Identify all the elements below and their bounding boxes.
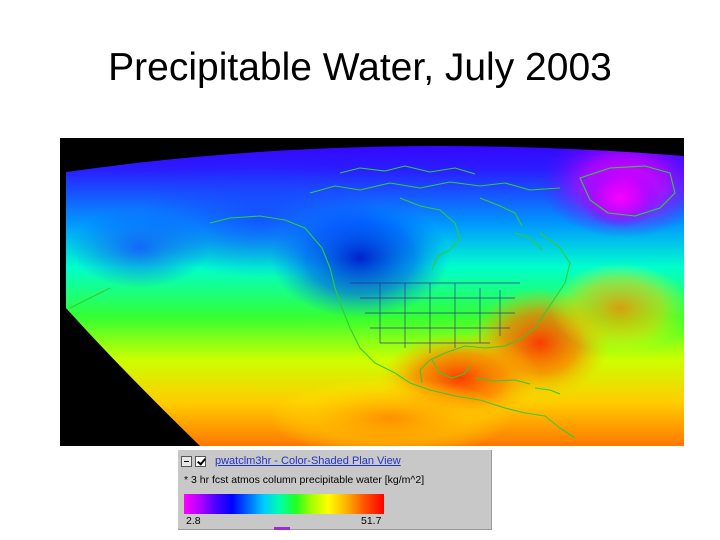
legend-max-label: 51.7 bbox=[361, 515, 382, 527]
legend-description: * 3 hr fcst atmos column precipitable wa… bbox=[184, 474, 425, 486]
legend-marker bbox=[274, 527, 290, 530]
precipitable-water-map bbox=[60, 138, 684, 446]
legend-panel: pwatclm3hr - Color-Shaded Plan View * 3 … bbox=[178, 450, 492, 530]
legend-min-label: 2.8 bbox=[186, 515, 201, 527]
visibility-checkbox-icon[interactable] bbox=[195, 455, 206, 467]
slide-title: Precipitable Water, July 2003 bbox=[108, 46, 612, 89]
legend-header: pwatclm3hr - Color-Shaded Plan View bbox=[181, 454, 401, 468]
legend-title-link[interactable]: pwatclm3hr - Color-Shaded Plan View bbox=[215, 455, 401, 467]
color-scale-bar bbox=[184, 494, 384, 514]
collapse-icon[interactable] bbox=[181, 455, 192, 467]
